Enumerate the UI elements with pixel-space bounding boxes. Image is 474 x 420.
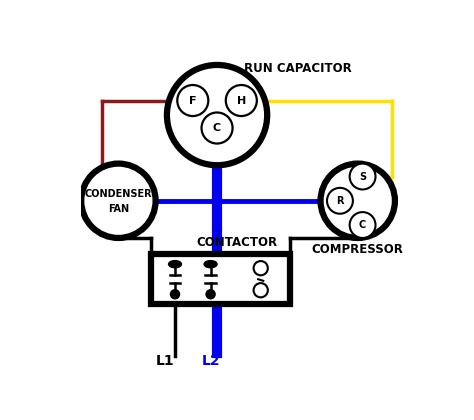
Circle shape — [171, 290, 180, 299]
Text: RUN CAPACITOR: RUN CAPACITOR — [244, 62, 352, 75]
Ellipse shape — [204, 260, 217, 268]
Circle shape — [254, 261, 268, 275]
Text: C: C — [359, 220, 366, 230]
Ellipse shape — [169, 260, 182, 268]
Text: C: C — [213, 123, 221, 133]
Text: CONDENSER: CONDENSER — [84, 189, 152, 200]
Circle shape — [81, 163, 155, 238]
Circle shape — [350, 163, 375, 189]
Circle shape — [201, 113, 233, 144]
Text: S: S — [359, 171, 366, 181]
Circle shape — [254, 283, 268, 297]
Text: L1: L1 — [156, 354, 174, 368]
Text: L2: L2 — [201, 354, 220, 368]
Circle shape — [206, 290, 215, 299]
Text: COMPRESSOR: COMPRESSOR — [312, 243, 404, 256]
Text: CONTACTOR: CONTACTOR — [196, 236, 277, 249]
Text: R: R — [336, 196, 344, 206]
Text: FAN: FAN — [108, 204, 129, 214]
Circle shape — [177, 85, 208, 116]
Circle shape — [327, 188, 353, 214]
Text: F: F — [189, 95, 197, 105]
Bar — [151, 254, 290, 304]
Text: H: H — [237, 95, 246, 105]
Circle shape — [320, 163, 395, 238]
Circle shape — [350, 212, 375, 238]
Circle shape — [226, 85, 257, 116]
Circle shape — [167, 65, 267, 165]
